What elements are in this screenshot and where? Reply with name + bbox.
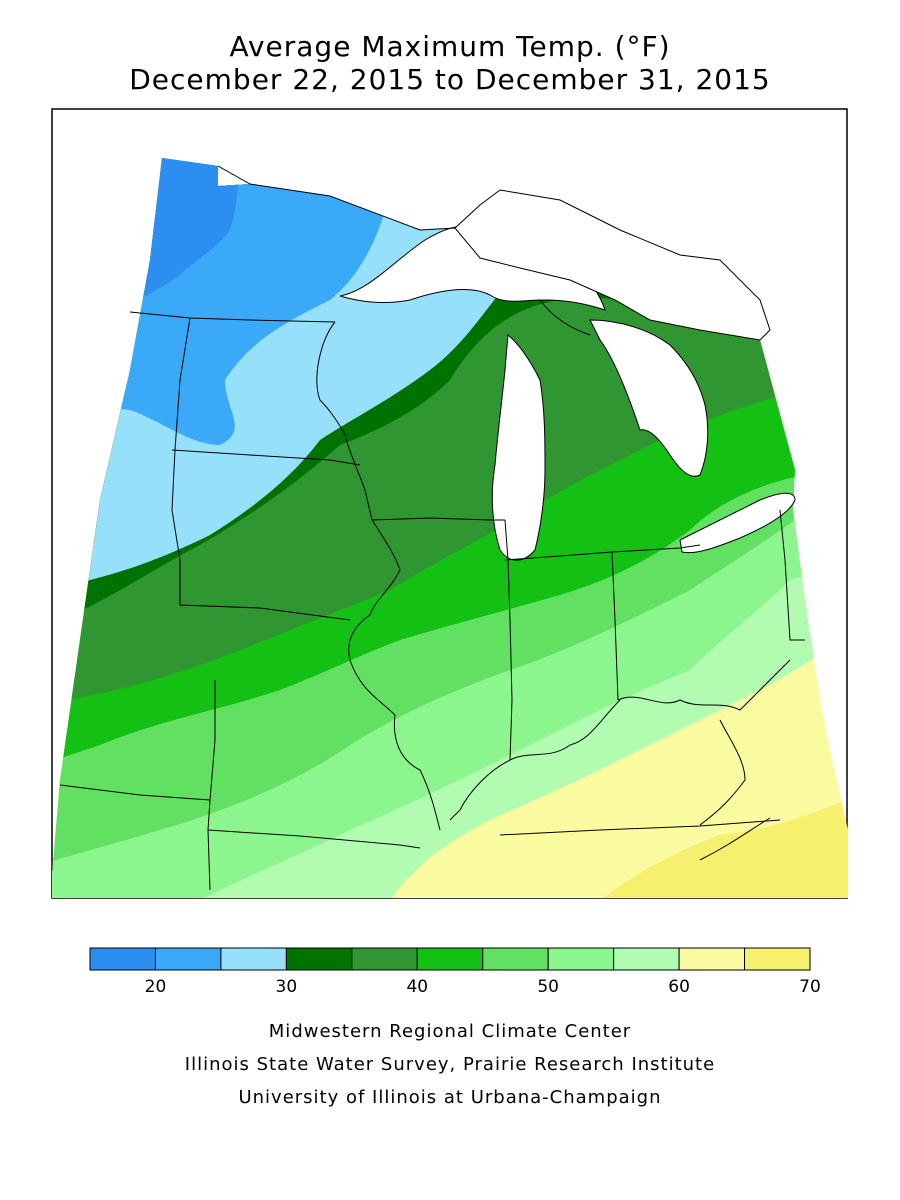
lake-erie <box>679 492 796 554</box>
map-date-range: December 22, 2015 to December 31, 2015 <box>129 63 771 96</box>
credit-uiuc: University of Illinois at Urbana-Champai… <box>238 1087 662 1108</box>
border-il-in <box>504 519 513 761</box>
credit-isws: Illinois State Water Survey, Prairie Res… <box>184 1054 716 1075</box>
canada-region <box>217 165 771 341</box>
map-title: Average Maximum Temp. (°F) <box>229 30 671 63</box>
border-mo-ar <box>207 829 421 849</box>
border-ky-wv <box>699 719 746 826</box>
border-ia-mo <box>179 604 351 621</box>
credit-mrcc: Midwestern Regional Climate Center <box>268 1021 632 1042</box>
legend-bin <box>678 947 746 971</box>
legend-tick-label: 40 <box>406 977 428 997</box>
border-mi-up <box>539 299 591 336</box>
legend-bin <box>547 947 615 971</box>
legend-bin <box>89 947 156 971</box>
border-minn-west <box>171 317 191 605</box>
legend-tick-label: 30 <box>276 977 298 997</box>
state-borders <box>59 299 805 891</box>
legend-tick-label: 20 <box>145 977 167 997</box>
lake-superior <box>339 225 606 311</box>
border-mn-wi <box>316 321 373 521</box>
legend-bin <box>154 947 222 971</box>
legend-bin <box>285 947 353 971</box>
border-oh-mi <box>611 544 701 553</box>
great-lakes <box>217 165 796 561</box>
legend-tick-label: 60 <box>668 977 690 997</box>
legend-bin <box>613 947 680 971</box>
border-il-ky <box>449 759 511 821</box>
border-ks-ok <box>59 784 211 801</box>
border-in-mi <box>504 551 613 561</box>
legend-tick-label: 50 <box>537 977 559 997</box>
border-wi-il <box>371 517 505 521</box>
border-ia-il-mo <box>348 519 441 831</box>
lake-huron <box>589 319 709 477</box>
lake-michigan <box>491 334 546 561</box>
legend-colorbar <box>89 947 811 971</box>
legend-bin <box>482 947 549 971</box>
border-tn-nc <box>699 817 771 861</box>
legend-bin <box>351 947 418 971</box>
border-oh-pa <box>779 509 805 641</box>
border-nd-sd <box>129 311 336 323</box>
legend-bin <box>220 947 287 971</box>
legend-bin <box>744 947 811 971</box>
legend-bin <box>416 947 484 971</box>
legend-tick-labels: 20 30 40 50 60 70 <box>145 977 821 997</box>
legend-tick-label: 70 <box>799 977 821 997</box>
border-in-ky <box>509 699 621 761</box>
border-ky-tn <box>499 819 781 836</box>
border-oh-river <box>617 659 791 711</box>
border-in-oh <box>611 551 619 701</box>
border-sd-ne <box>171 449 361 466</box>
